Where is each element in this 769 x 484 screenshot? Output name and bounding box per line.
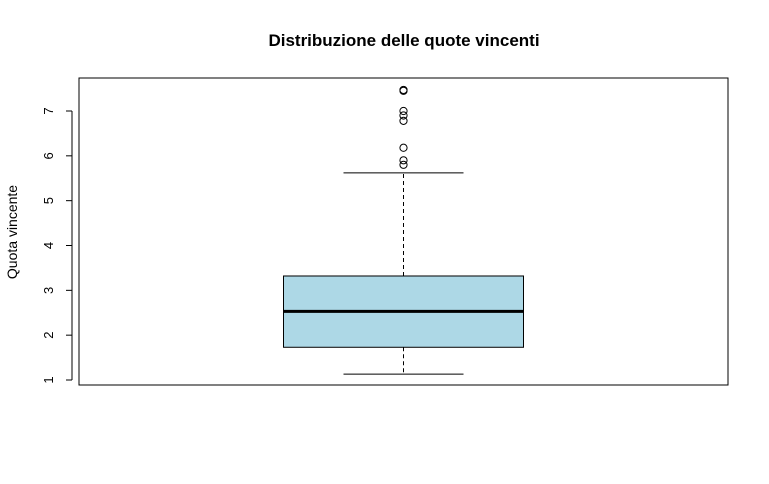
outlier-point bbox=[399, 160, 408, 169]
y-tick-label: 1 bbox=[41, 376, 56, 383]
outlier-point bbox=[399, 85, 408, 95]
y-tick-label: 7 bbox=[41, 107, 56, 114]
y-axis-label: Quota vincente bbox=[4, 185, 20, 279]
outlier-point bbox=[399, 156, 408, 165]
y-tick-label: 4 bbox=[41, 242, 56, 249]
box-group bbox=[283, 172, 524, 375]
y-tick-label: 5 bbox=[41, 197, 56, 204]
outlier-point bbox=[399, 106, 408, 116]
outlier-point bbox=[399, 111, 408, 120]
plot-frame bbox=[78, 77, 729, 386]
y-tick-label: 2 bbox=[41, 332, 56, 339]
y-tick-label: 3 bbox=[41, 287, 56, 294]
outlier-point bbox=[399, 116, 408, 125]
y-axis: 1 2 3 4 5 6 7 bbox=[41, 107, 73, 384]
y-tick-label: 6 bbox=[41, 152, 56, 159]
chart-title: Distribuzione delle quote vincenti bbox=[268, 31, 539, 50]
outliers bbox=[399, 85, 408, 169]
outlier-point bbox=[399, 143, 408, 152]
